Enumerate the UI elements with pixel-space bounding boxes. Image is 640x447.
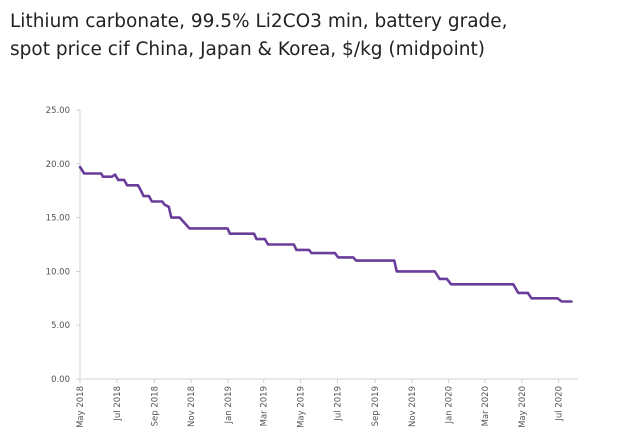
x-tick-label: Jan 2020: [445, 386, 455, 424]
x-tick-label: Jul 2018: [113, 386, 123, 422]
chart-title-line-2: spot price cif China, Japan & Korea, $/k…: [10, 39, 485, 60]
data-point: [188, 227, 191, 230]
data-point: [264, 238, 266, 241]
data-point: [526, 292, 529, 294]
data-point: [102, 175, 104, 178]
data-point: [438, 278, 441, 280]
x-tick-label: Jul 2019: [333, 386, 343, 422]
y-tick-label: 25.00: [46, 106, 70, 116]
data-point: [114, 173, 116, 176]
y-tick-label: 10.00: [46, 267, 70, 277]
data-point: [530, 297, 533, 300]
data-point: [83, 172, 86, 175]
x-tick-label: Jan 2019: [224, 386, 234, 424]
x-tick-label: Jul 2020: [555, 386, 565, 422]
data-point: [355, 259, 358, 262]
data-point: [295, 248, 298, 251]
data-point: [267, 243, 269, 246]
data-point: [393, 259, 396, 262]
data-point: [126, 184, 129, 187]
data-point: [433, 270, 436, 273]
data-point: [183, 222, 186, 224]
data-point: [178, 216, 181, 219]
y-tick-label: 20.00: [46, 160, 70, 170]
data-point: [140, 189, 142, 192]
y-tick-label: 0.00: [51, 375, 70, 385]
data-point: [255, 238, 258, 241]
data-point: [395, 270, 398, 273]
data-point: [352, 256, 355, 259]
data-point: [151, 200, 153, 203]
data-point: [556, 297, 559, 300]
data-point: [163, 203, 166, 206]
x-tick-label: Nov 2019: [408, 386, 418, 427]
data-point: [161, 200, 164, 203]
data-point: [167, 205, 170, 208]
x-tick-label: Sep 2019: [371, 386, 381, 426]
data-point: [111, 175, 113, 178]
data-point: [147, 195, 150, 197]
x-tick-label: Nov 2018: [187, 386, 197, 427]
data-point: [445, 278, 448, 280]
x-tick-label: Mar 2019: [260, 386, 270, 426]
y-tick-label: 5.00: [51, 321, 70, 331]
data-point: [100, 172, 103, 175]
data-point: [308, 248, 310, 251]
chart-title-line-1: Lithium carbonate, 99.5% Li2CO3 min, bat…: [10, 11, 508, 32]
x-tick-label: Sep 2018: [150, 386, 160, 426]
data-point: [137, 184, 139, 187]
data-point: [170, 216, 173, 219]
data-point: [334, 252, 336, 255]
series-line-0: [78, 165, 573, 303]
x-tick-label: May 2019: [297, 386, 307, 428]
data-point: [570, 300, 573, 303]
data-point: [560, 300, 563, 303]
x-tick-label: Mar 2020: [481, 386, 491, 426]
x-tick-label: May 2020: [518, 386, 528, 428]
data-point: [228, 232, 231, 235]
x-tick-label: May 2018: [76, 386, 86, 428]
data-point: [450, 283, 452, 286]
data-point: [293, 243, 295, 246]
data-point: [117, 179, 119, 181]
data-point: [517, 292, 520, 294]
data-point: [253, 232, 255, 235]
data-point: [337, 256, 339, 259]
data-point: [310, 252, 313, 255]
data-point: [79, 166, 81, 168]
data-point: [142, 195, 145, 197]
data-point: [123, 179, 126, 181]
y-tick-label: 15.00: [46, 214, 70, 224]
data-point: [512, 283, 515, 286]
data-point: [226, 227, 229, 230]
chart-title: Lithium carbonate, 99.5% Li2CO3 min, bat…: [10, 8, 630, 64]
